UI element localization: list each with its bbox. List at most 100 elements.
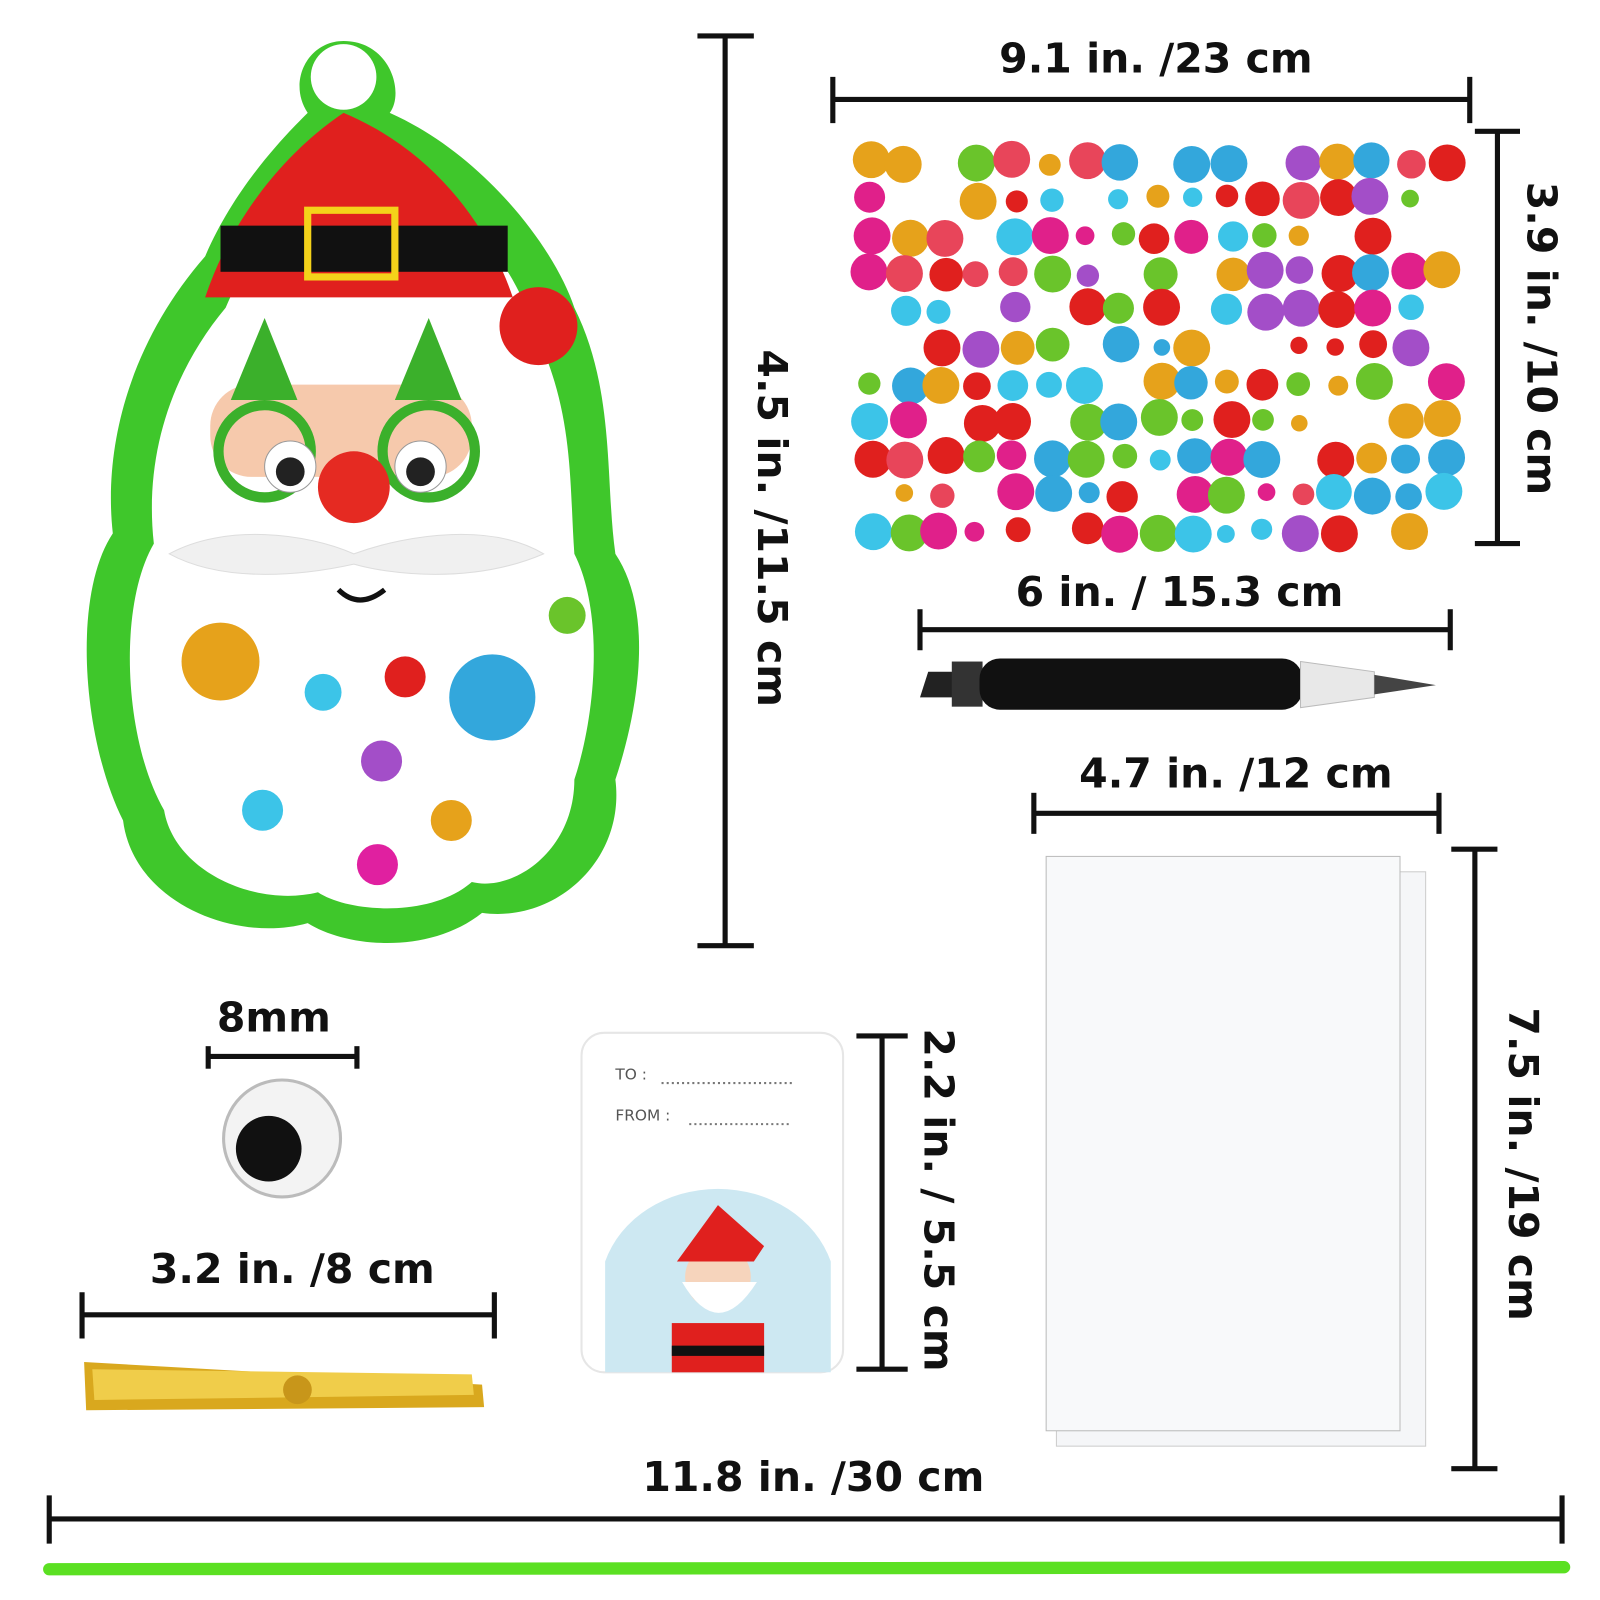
marker-length-label: 6 in. / 15.3 cm [1016,568,1344,616]
craft-height-measure [697,33,754,949]
gem [1035,327,1070,362]
tag-to: TO : [614,1065,647,1083]
sticker-height-label: 3.9 in. /10 cm [1517,182,1565,495]
gem [1069,288,1107,326]
gem [1005,517,1031,543]
gem [1210,145,1248,183]
gem [1075,226,1095,246]
gem [1174,365,1208,400]
gem [1423,400,1461,438]
gem [1285,256,1314,284]
gem [1036,371,1062,398]
sticker-height-measure [1474,128,1520,547]
santa-craft [86,41,640,943]
gem [1326,338,1344,356]
gem [1281,515,1319,553]
gem [1318,291,1356,328]
gem [1112,443,1138,469]
gem [1183,187,1203,207]
gem [1173,145,1211,183]
gem [1067,440,1105,478]
gem [1291,414,1308,432]
gem [1359,330,1388,359]
gem [1216,525,1235,543]
gem [963,372,991,401]
gem [959,182,997,220]
twist-ties [84,1362,485,1411]
gem [1038,153,1061,176]
twist-tie-label: 3.2 in. /8 cm [150,1245,435,1293]
gem [1214,369,1239,394]
marker-measure [917,609,1453,651]
gem [930,483,955,508]
gem [1428,144,1466,182]
gem [1356,442,1387,474]
gem [923,329,961,367]
gem [1143,257,1178,292]
tag-height-measure [856,1033,908,1372]
gem [1288,225,1309,246]
gem [1251,518,1273,540]
gem [891,295,922,326]
gem [1428,439,1466,477]
sticker-width-measure [830,76,1473,124]
gem [920,512,958,550]
gem [1245,181,1280,217]
gem [1035,474,1073,512]
gem [1292,483,1315,506]
gem [850,253,888,291]
gem [1078,482,1100,504]
gem [1139,514,1177,552]
gem [1317,441,1355,479]
gem [1243,441,1281,478]
cord-measure [46,1495,1565,1544]
gem [1320,515,1358,553]
gem [926,299,951,324]
gem [853,217,891,255]
gem [884,145,922,183]
gem [993,140,1031,178]
gem [926,219,964,257]
gem [1395,483,1422,511]
gem [1174,219,1209,254]
gem [1173,329,1211,367]
gem [854,440,892,478]
gem [962,330,1000,368]
gem [1210,438,1248,476]
gem [1354,289,1392,327]
gem [1031,217,1069,255]
gem [1210,293,1243,325]
cellophane-bags [1045,855,1427,1447]
gift-tag [580,1031,845,1374]
gem [1140,398,1178,436]
gem [854,513,892,551]
gem [892,219,929,257]
gem [1388,403,1424,439]
gem [927,437,965,474]
gem [997,370,1029,401]
gem [997,473,1035,511]
gem [1290,336,1308,355]
tag-height-label: 2.2 in. / 5.5 cm [914,1028,962,1371]
gem [963,405,1001,442]
gem [1176,476,1214,513]
gem [1101,144,1139,181]
gem [1143,288,1181,326]
craft-height-label: 4.5 in. /11.5 cm [748,349,796,707]
gem [1102,325,1140,363]
gem [1217,221,1249,252]
gem [1423,251,1461,289]
bag-height-label: 7.5 in. /19 cm [1499,1007,1547,1320]
marker [920,658,1436,710]
sticker-width-label: 9.1 in. /23 cm [999,35,1312,83]
gem [1207,476,1245,514]
gem [996,440,1027,471]
gem [858,372,881,395]
gem [1285,145,1321,181]
gem [1215,184,1239,208]
gem [890,514,928,552]
gem [1391,513,1428,551]
gem [963,440,996,473]
gem [1425,472,1463,510]
gem [1321,255,1359,292]
